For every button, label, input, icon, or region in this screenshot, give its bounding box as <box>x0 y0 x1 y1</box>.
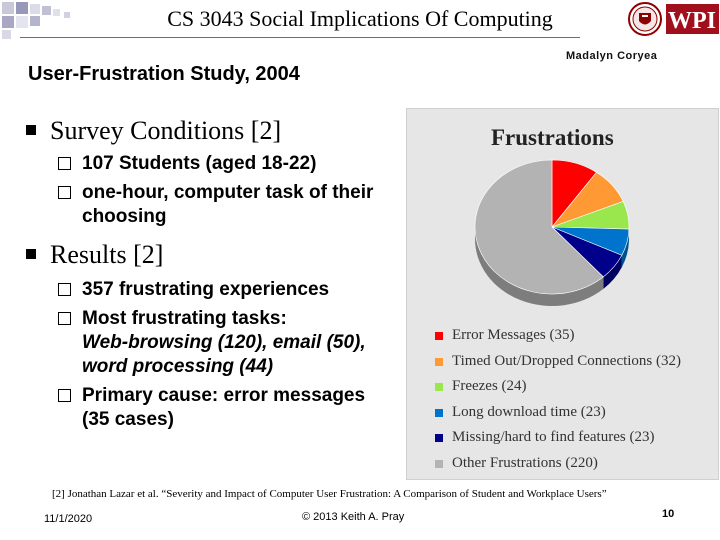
list-item-text: Primary cause: error messages (35 cases) <box>82 385 366 430</box>
legend-label: Error Messages (35) <box>452 327 575 343</box>
list-item: Most frustrating tasks: <box>58 307 392 331</box>
section-heading-survey: Survey Conditions [2] <box>26 116 282 146</box>
slide-title: User-Frustration Study, 2004 <box>28 63 300 85</box>
legend-swatch <box>435 408 443 417</box>
decorative-squares <box>2 2 70 39</box>
square-bullet-icon <box>26 125 36 135</box>
list-item: Primary cause: error messages (35 cases) <box>58 384 392 432</box>
legend-swatch <box>435 383 443 392</box>
list-item: 107 Students (aged 18-22) <box>58 152 382 176</box>
author-name: Madalyn Coryea <box>566 50 658 62</box>
legend-swatch <box>435 434 443 443</box>
frustrations-chart: Frustrations Error Messages (35) Timed Ou… <box>406 108 719 480</box>
list-item: one-hour, computer task of their choosin… <box>58 181 392 229</box>
pie-chart <box>474 159 630 306</box>
legend-label: Other Frustrations (220) <box>452 454 598 471</box>
section-heading-text: Survey Conditions [2] <box>50 116 282 145</box>
legend-swatch <box>435 332 443 340</box>
list-item-text: 107 Students (aged 18-22) <box>82 153 317 174</box>
wpi-logo: WPI <box>628 2 719 36</box>
footer-date: 11/1/2020 <box>44 513 93 525</box>
legend-swatch <box>435 459 443 468</box>
list-item: 357 frustrating experiences <box>58 278 392 302</box>
pie-slice-side <box>475 227 604 306</box>
list-item-text: one-hour, computer task of their choosin… <box>82 182 374 227</box>
legend-label: Long download time (23) <box>452 403 606 420</box>
section-heading-text: Results [2] <box>50 240 164 269</box>
checkbox-bullet-icon <box>58 283 71 296</box>
footer-copyright: © 2013 Keith A. Pray <box>302 511 405 523</box>
list-item-text: Most frustrating tasks: <box>82 308 287 329</box>
header-divider <box>20 37 580 38</box>
legend-label: Missing/hard to find features (23) <box>452 429 655 446</box>
legend-label: Timed Out/Dropped Connections (32) <box>452 352 682 369</box>
logo-text: WPI <box>668 8 716 34</box>
checkbox-bullet-icon <box>58 312 71 325</box>
list-item-text: Web-browsing (120), email (50), word pro… <box>82 332 366 377</box>
page-number: 10 <box>662 508 675 520</box>
checkbox-bullet-icon <box>58 389 71 402</box>
section-heading-results: Results [2] <box>26 240 164 270</box>
checkbox-bullet-icon <box>58 186 71 199</box>
chart-title: Frustrations <box>491 125 614 150</box>
square-bullet-icon <box>26 249 36 259</box>
list-item-text: 357 frustrating experiences <box>82 279 330 300</box>
legend-swatch <box>435 357 443 366</box>
checkbox-bullet-icon <box>58 157 71 170</box>
pie-slice-side <box>603 255 622 289</box>
list-item-continuation: Web-browsing (120), email (50), word pro… <box>82 331 382 379</box>
pie-slice <box>474 159 604 295</box>
course-title: CS 3043 Social Implications Of Computing <box>167 6 553 31</box>
reference-citation: [2] Jonathan Lazar et al. “Severity and … <box>52 488 607 500</box>
legend-label: Freezes (24) <box>452 378 527 395</box>
